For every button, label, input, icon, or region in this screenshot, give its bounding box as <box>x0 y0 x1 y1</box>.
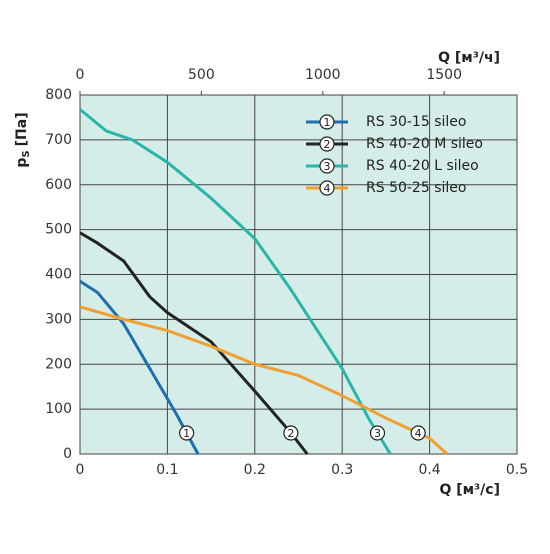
curve-marker <box>319 136 335 152</box>
curve-marker <box>319 158 335 174</box>
y-tick-label: 300 <box>45 311 72 327</box>
curve-marker-label: 2 <box>324 138 331 151</box>
curve-marker <box>179 425 195 441</box>
x2-tick-label: 0 <box>76 67 85 83</box>
legend-label: RS 50-25 sileo <box>366 180 466 196</box>
plot-frame <box>79 94 518 455</box>
curve-marker <box>369 425 386 441</box>
x-tick-label: 0.4 <box>418 462 440 478</box>
curve-marker <box>410 425 426 441</box>
curve-marker-label: 3 <box>374 427 381 440</box>
y-tick-label: 800 <box>45 87 72 103</box>
curve-marker-label: 1 <box>183 427 190 440</box>
series-line <box>79 279 200 455</box>
legend-label: RS 40-20 M sileo <box>366 136 483 152</box>
series-line <box>79 108 392 455</box>
x-tick-label: 0.3 <box>331 462 353 478</box>
x2-tick-label: 1000 <box>305 67 341 83</box>
curve-marker-label: 4 <box>415 427 422 440</box>
series-line <box>79 231 309 455</box>
x-axis-title: Q [м³/с] <box>439 482 500 498</box>
legend-label: RS 30-15 sileo <box>366 114 466 130</box>
y-tick-label: 500 <box>45 222 72 238</box>
curve-marker-label: 1 <box>324 116 331 129</box>
y-tick-label: 0 <box>63 446 72 462</box>
curve-marker-label: 4 <box>324 182 331 195</box>
x-tick-label: 0.2 <box>244 462 266 478</box>
series-line <box>79 305 449 456</box>
y-tick-label: 100 <box>45 401 72 417</box>
y-tick-label: 200 <box>45 356 72 372</box>
curve-marker <box>283 425 299 441</box>
legend-label: RS 40-20 L sileo <box>366 158 479 174</box>
x2-tick-label: 1500 <box>426 67 462 83</box>
y-tick-label: 700 <box>45 132 72 148</box>
x-tick-label: 0.1 <box>156 462 178 478</box>
y-axis-title: pS[Па] <box>14 112 32 167</box>
curve-marker-label: 2 <box>287 427 294 440</box>
x2-axis-title: Q [м³/ч] <box>438 50 500 66</box>
y-tick-label: 400 <box>45 267 72 283</box>
curve-marker-label: 3 <box>324 160 331 173</box>
curve-marker <box>319 180 335 196</box>
x-tick-label: 0 <box>76 462 85 478</box>
y-tick-label: 600 <box>45 177 72 193</box>
curve-marker <box>319 114 335 130</box>
x2-tick-label: 500 <box>188 67 215 83</box>
x-tick-label: 0.5 <box>506 462 528 478</box>
